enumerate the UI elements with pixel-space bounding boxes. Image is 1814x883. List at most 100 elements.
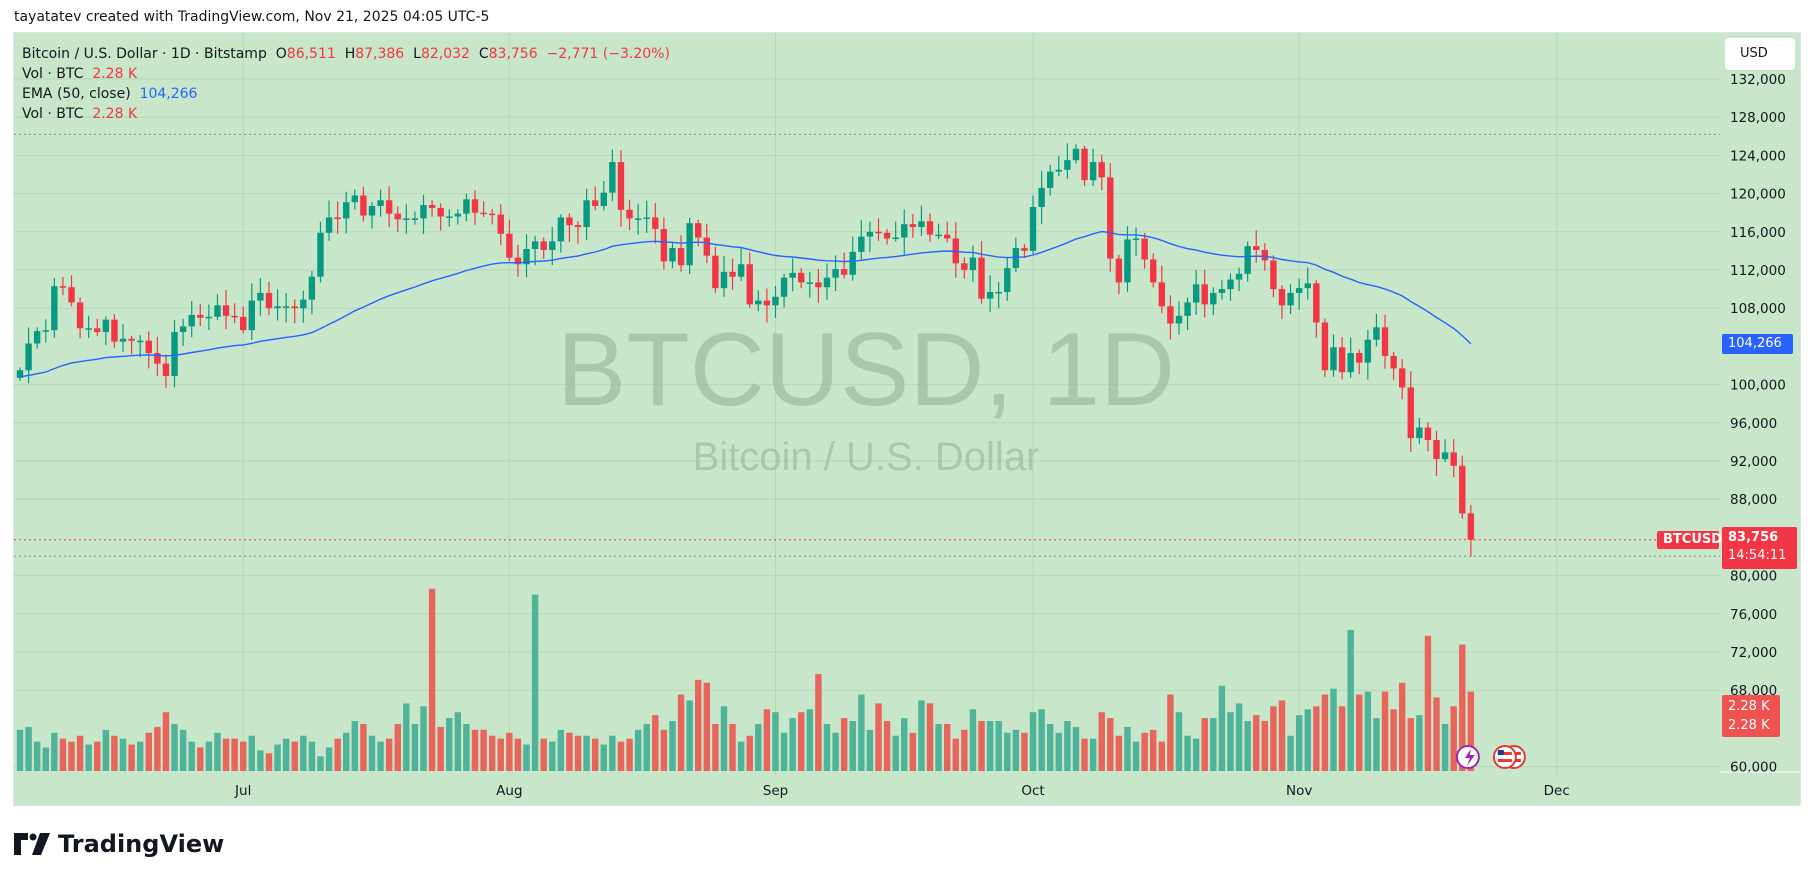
volume-bar xyxy=(1304,709,1311,771)
candle-body xyxy=(325,217,333,233)
volume-bar xyxy=(411,723,419,771)
volume-bar xyxy=(1150,729,1157,771)
symbol-title[interactable]: Bitcoin / U.S. Dollar · 1D · Bitstamp xyxy=(22,46,267,62)
candle-body xyxy=(420,205,427,219)
candle-body xyxy=(703,237,710,256)
candle-body xyxy=(428,205,436,208)
volume-bar xyxy=(1184,735,1191,771)
volume-bar xyxy=(257,750,264,771)
currency-button[interactable]: USD xyxy=(1725,38,1795,70)
volume-bar xyxy=(1192,738,1200,771)
volume-bar xyxy=(1038,709,1045,771)
volume-bar xyxy=(1055,732,1062,771)
candle-body xyxy=(557,217,565,242)
volume-bar xyxy=(1433,697,1440,771)
volume-bar xyxy=(1424,635,1432,771)
volume-bar xyxy=(1270,706,1277,771)
candle-body xyxy=(205,316,213,319)
symbol-price-tag: BTCUSD xyxy=(1657,531,1722,549)
volume-bar xyxy=(1029,712,1037,771)
candle-body xyxy=(1441,452,1449,460)
candle-body xyxy=(652,217,659,229)
candle-body xyxy=(677,248,685,266)
volume-bar xyxy=(222,738,230,771)
tradingview-brand[interactable]: TradingView xyxy=(14,830,224,858)
close-value: 83,756 xyxy=(488,46,538,62)
volume-bar xyxy=(1244,721,1251,771)
candle-body xyxy=(1210,292,1217,305)
y-tick-label: 112,000 xyxy=(1730,263,1786,279)
open-label: O xyxy=(275,46,287,62)
volume-tag: 2.28 K xyxy=(1728,718,1770,733)
volume-bar xyxy=(660,729,668,771)
volume-bar xyxy=(274,744,281,771)
candle-body xyxy=(334,217,341,219)
chart-frame[interactable] xyxy=(13,32,1801,806)
candle-body xyxy=(514,257,522,265)
volume-bar xyxy=(935,723,942,771)
volume-bar xyxy=(428,588,436,771)
volume-bar xyxy=(1467,691,1475,771)
candle-body xyxy=(1407,387,1414,439)
candle-body xyxy=(343,202,350,219)
volume-bar xyxy=(1218,685,1226,771)
symbol-legend: Bitcoin / U.S. Dollar · 1D · Bitstamp O 8… xyxy=(22,44,670,64)
volume-bar xyxy=(669,721,676,771)
volume-bar xyxy=(162,712,170,771)
candle-body xyxy=(1235,273,1243,280)
candle-body xyxy=(282,306,290,308)
candle-body xyxy=(214,305,221,317)
volume-value: 2.28 K xyxy=(92,106,138,122)
candle-body xyxy=(609,162,616,193)
volume-bar xyxy=(463,723,470,771)
candle-body xyxy=(1192,284,1200,303)
volume-bar xyxy=(205,741,213,771)
candle-body xyxy=(68,287,75,303)
volume-bar xyxy=(94,741,101,771)
candle-body xyxy=(1029,206,1037,251)
candle-body xyxy=(763,300,771,306)
candle-body xyxy=(257,292,264,301)
candle-body xyxy=(16,370,24,378)
volume-legend-1[interactable]: Vol · BTC 2.28 K xyxy=(22,64,137,84)
candle-body xyxy=(858,236,865,252)
candle-body xyxy=(1450,452,1457,466)
candle-body xyxy=(162,363,170,377)
volume-bar xyxy=(240,741,247,771)
volume-bar xyxy=(16,729,24,771)
us-flag-icon xyxy=(1492,745,1517,769)
candle-body xyxy=(1347,353,1354,373)
y-tick-label: 120,000 xyxy=(1730,187,1786,203)
candle-body xyxy=(463,199,470,214)
brand-name: TradingView xyxy=(58,830,225,858)
candle-body xyxy=(188,314,195,327)
candle-body xyxy=(729,271,736,277)
volume-bar xyxy=(840,718,848,771)
volume-bar xyxy=(231,738,238,771)
volume-bar xyxy=(51,732,58,771)
candle-body xyxy=(1270,260,1277,290)
candle-body xyxy=(368,206,376,216)
volume-bar xyxy=(1441,723,1449,771)
candle-body xyxy=(300,299,307,309)
volume-bar xyxy=(154,726,161,771)
volume-bar xyxy=(420,706,427,771)
volume-bar xyxy=(265,753,273,771)
volume-bar xyxy=(1167,694,1174,771)
candle-body xyxy=(437,207,444,217)
volume-bar xyxy=(248,735,255,771)
ema-legend[interactable]: EMA (50, close) 104,266 xyxy=(22,84,197,104)
volume-legend-2[interactable]: Vol · BTC 2.28 K xyxy=(22,104,137,124)
candle-body xyxy=(840,269,848,275)
volume-bar xyxy=(806,709,814,771)
volume-bar xyxy=(677,694,685,771)
volume-bar xyxy=(360,723,367,771)
candle-body xyxy=(1089,162,1097,181)
candle-body xyxy=(1424,427,1432,440)
volume-bar xyxy=(652,715,659,771)
y-tick-label: 80,000 xyxy=(1730,569,1777,585)
x-tick-label: Oct xyxy=(1021,783,1044,799)
candle-body xyxy=(720,271,728,289)
volume-bar xyxy=(574,735,582,771)
